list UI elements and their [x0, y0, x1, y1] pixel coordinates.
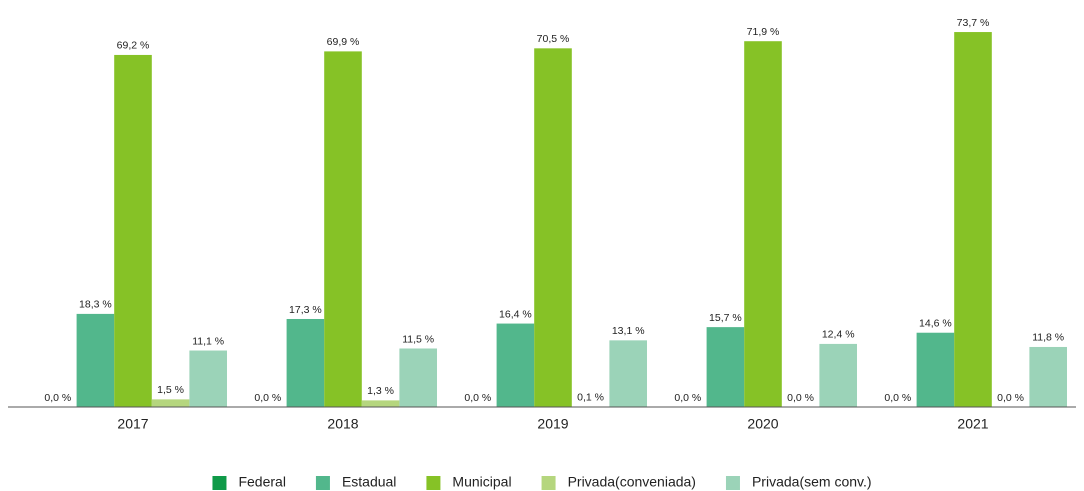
bar	[151, 399, 190, 407]
value-label: 11,8 %	[1032, 332, 1064, 344]
value-label: 71,9 %	[747, 26, 780, 38]
bar	[361, 400, 400, 407]
x-tick-label: 2017	[117, 416, 148, 432]
value-label: 69,9 %	[327, 36, 360, 48]
bar	[534, 48, 572, 408]
legend-label: Municipal	[452, 474, 511, 490]
x-tick-label: 2021	[957, 416, 988, 432]
value-label: 0,0 %	[884, 392, 911, 404]
value-label: 15,7 %	[709, 312, 742, 324]
bar	[916, 332, 955, 407]
bar	[76, 313, 115, 407]
legend-swatch	[212, 476, 227, 490]
x-tick-label: 2018	[327, 416, 358, 432]
value-label: 0,1 %	[577, 391, 604, 403]
value-label: 73,7 %	[957, 17, 990, 29]
bar	[399, 348, 437, 407]
value-label: 11,5 %	[402, 333, 434, 345]
legend-label: Privada(conveniada)	[568, 474, 696, 490]
value-label: 70,5 %	[537, 33, 570, 45]
value-label: 1,3 %	[367, 385, 394, 397]
bar	[954, 32, 992, 408]
legend-label: Federal	[238, 474, 285, 490]
value-label: 11,1 %	[192, 335, 224, 347]
value-label: 18,3 %	[79, 299, 112, 311]
bar	[706, 327, 745, 407]
value-label: 0,0 %	[254, 392, 281, 404]
bar	[1029, 346, 1067, 407]
legend-swatch	[725, 476, 740, 490]
value-label: 0,0 %	[464, 392, 491, 404]
value-label: 0,0 %	[787, 392, 814, 404]
bar	[114, 54, 152, 407]
legend-swatch	[426, 476, 441, 490]
legend-label: Estadual	[342, 474, 396, 490]
bar	[819, 343, 857, 407]
value-label: 0,0 %	[997, 392, 1024, 404]
x-tick-label: 2019	[537, 416, 568, 432]
value-label: 12,4 %	[822, 329, 855, 341]
value-label: 14,6 %	[919, 318, 952, 330]
bar	[324, 51, 362, 407]
legend-swatch	[315, 476, 330, 490]
value-label: 1,5 %	[157, 384, 184, 396]
value-label: 69,2 %	[117, 40, 150, 52]
x-tick-label: 2020	[747, 416, 778, 432]
value-label: 13,1 %	[612, 325, 645, 337]
legend-swatch	[541, 476, 556, 490]
bar	[609, 340, 647, 407]
bar	[496, 323, 535, 407]
bar	[286, 318, 325, 407]
bar	[189, 350, 227, 407]
value-label: 0,0 %	[674, 392, 701, 404]
value-label: 0,0 %	[44, 392, 71, 404]
bar	[744, 41, 782, 408]
value-label: 16,4 %	[499, 308, 532, 320]
legend-label: Privada(sem conv.)	[752, 474, 872, 490]
value-label: 17,3 %	[289, 304, 322, 316]
